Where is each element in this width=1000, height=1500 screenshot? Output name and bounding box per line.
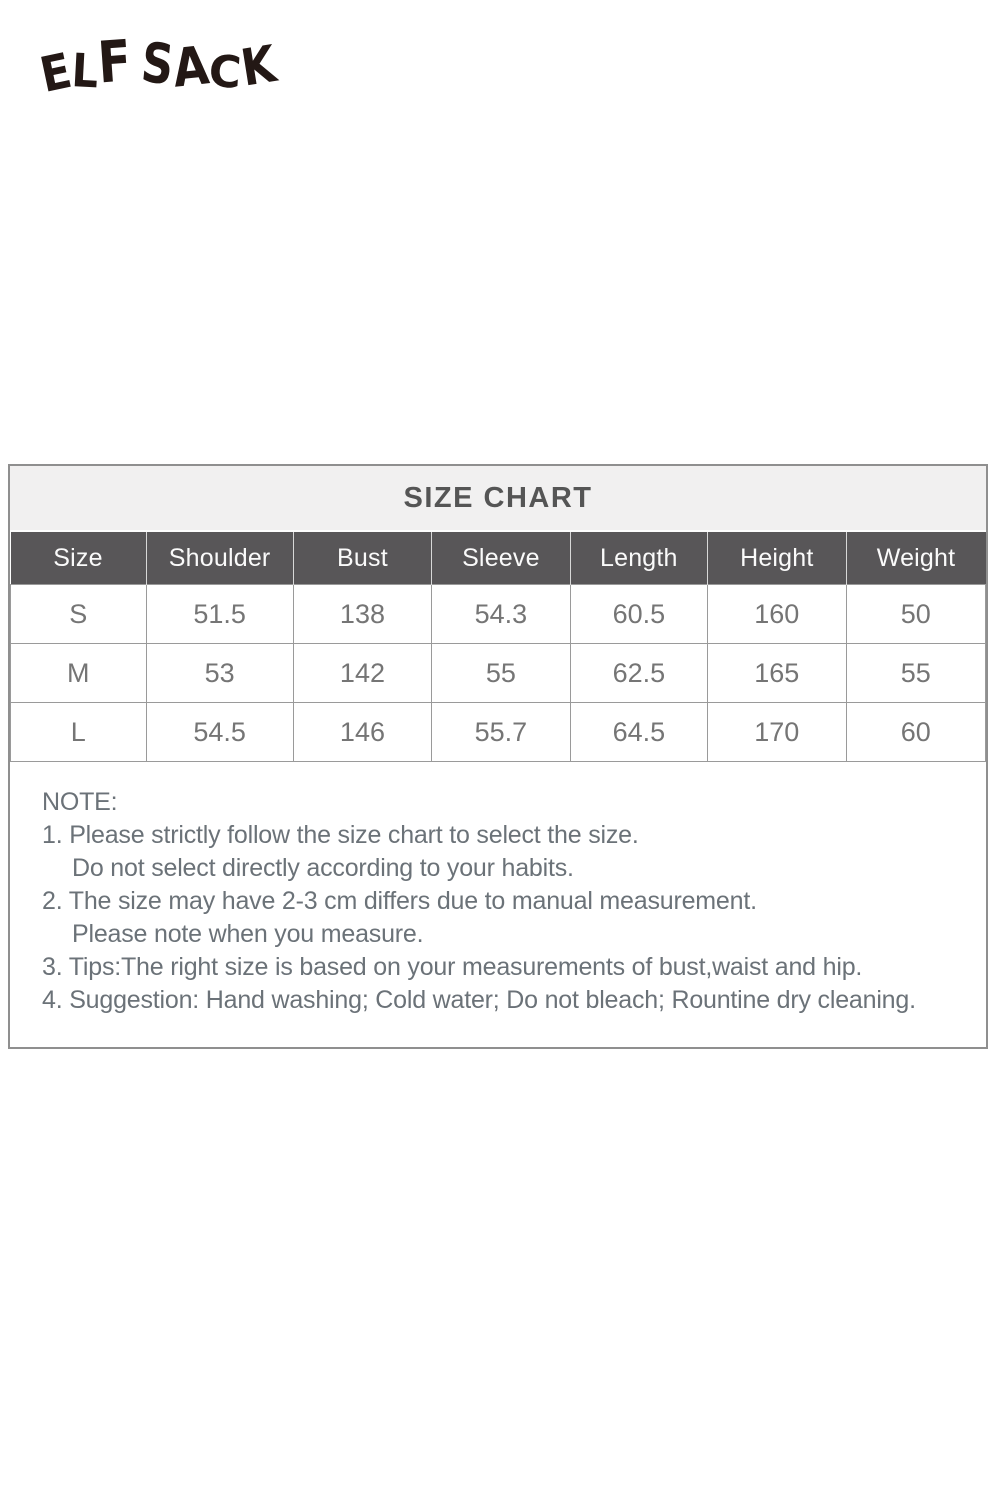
- note-item-1-continued: Do not select directly according to your…: [72, 854, 574, 882]
- note-title: NOTE:: [42, 788, 118, 816]
- table-cell: 142: [292, 643, 433, 703]
- note-item-4: 4. Suggestion: Hand washing; Cold water;…: [42, 986, 916, 1014]
- table-row-l: L 54.5 146 55.7 64.5 170 60: [10, 702, 987, 762]
- table-cell: 146: [292, 702, 433, 762]
- table-cell: 55: [431, 643, 571, 703]
- table-cell: 60.5: [569, 584, 709, 644]
- table-cell: 55.7: [431, 702, 571, 762]
- column-header-sleeve: Sleeve: [431, 532, 571, 585]
- table-cell: L: [10, 702, 147, 762]
- size-chart-title: SIZE CHART: [10, 466, 986, 532]
- note-item-3: 3. Tips:The right size is based on your …: [42, 953, 863, 981]
- table-cell: 165: [707, 643, 847, 703]
- table-cell: 53: [145, 643, 294, 703]
- table-cell: 54.3: [431, 584, 571, 644]
- size-chart-table: Size Shoulder Bust Sleeve Length Height …: [10, 532, 987, 762]
- table-cell: 62.5: [569, 643, 709, 703]
- column-header-shoulder: Shoulder: [145, 532, 294, 585]
- table-cell: 55: [845, 643, 987, 703]
- note-section: NOTE: 1. Please strictly follow the size…: [10, 762, 986, 1047]
- table-cell: 51.5: [145, 584, 294, 644]
- note-item-2: 2. The size may have 2-3 cm differs due …: [42, 887, 757, 915]
- table-cell: S: [10, 584, 147, 644]
- note-item-1: 1. Please strictly follow the size chart…: [42, 821, 639, 849]
- column-header-weight: Weight: [845, 532, 986, 585]
- note-item-2-continued: Please note when you measure.: [72, 920, 424, 948]
- table-cell: 64.5: [569, 702, 709, 762]
- column-header-length: Length: [569, 532, 708, 585]
- header-row: Size Shoulder Bust Sleeve Length Height …: [10, 532, 986, 585]
- column-header-height: Height: [707, 532, 847, 585]
- table-row-m: M 53 142 55 62.5 165 55: [10, 643, 987, 703]
- table-cell: M: [10, 643, 147, 703]
- table-cell: 54.5: [145, 702, 294, 762]
- table-cell: 138: [292, 584, 433, 644]
- table-row-s: S 51.5 138 54.3 60.5 160 50: [10, 584, 987, 644]
- table-cell: 50: [845, 584, 987, 644]
- column-header-size: Size: [10, 532, 147, 585]
- column-header-bust: Bust: [292, 532, 432, 585]
- table-cell: 60: [845, 702, 987, 762]
- table-cell: 170: [707, 702, 847, 762]
- table-cell: 160: [707, 584, 847, 644]
- brand-logo: ELF SACK: [35, 28, 282, 105]
- size-chart-panel: SIZE CHART Size Shoulder Bust Sleeve Len…: [8, 464, 988, 1049]
